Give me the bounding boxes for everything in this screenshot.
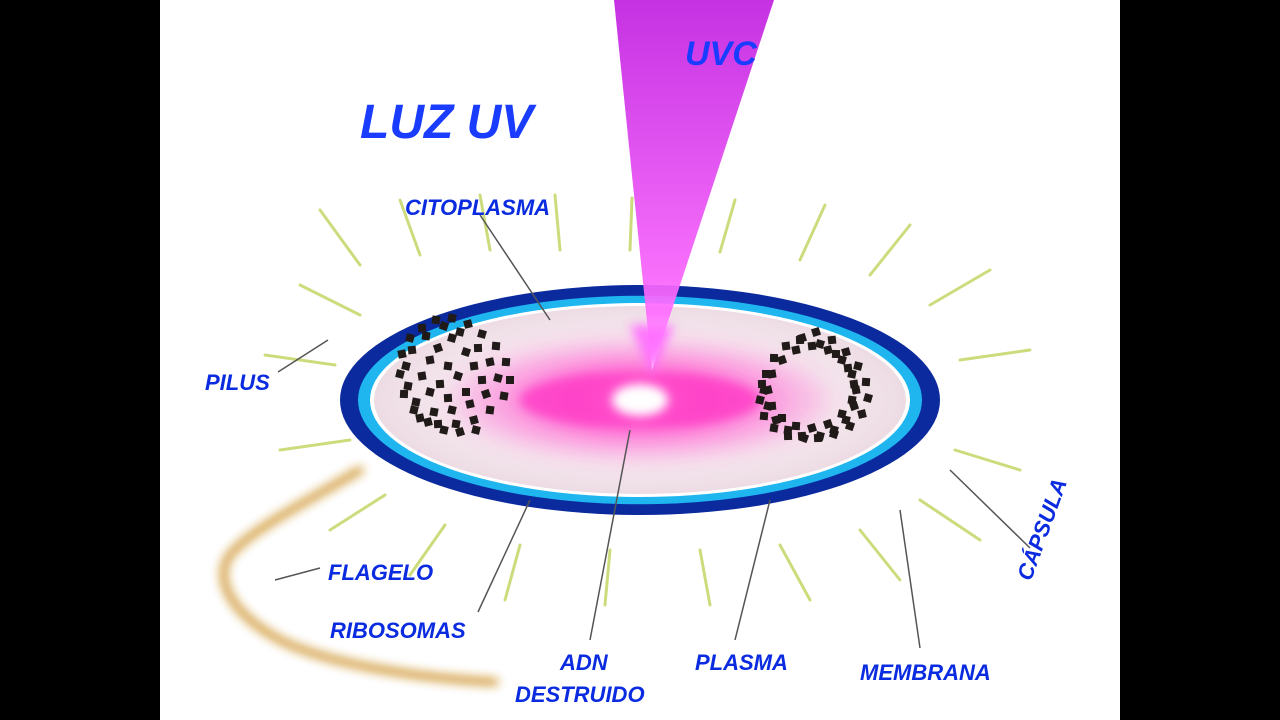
pilus-line <box>280 440 350 450</box>
ribosome <box>768 402 777 411</box>
ribosome <box>828 336 837 345</box>
ribosome <box>462 388 470 396</box>
ribosome <box>792 422 801 431</box>
ribosome <box>778 414 786 422</box>
pilus-line <box>960 350 1030 360</box>
ribosome <box>851 385 860 394</box>
pilus-line <box>630 198 632 250</box>
pilus-line <box>800 205 825 260</box>
pilus-line <box>505 545 520 600</box>
label-flagelo: FLAGELO <box>328 560 433 586</box>
ribosome <box>436 380 445 389</box>
pilus-line <box>700 550 710 605</box>
pilus-line <box>555 195 560 250</box>
ribosome <box>425 355 434 364</box>
ribosome <box>502 358 511 367</box>
ribosome <box>808 342 817 351</box>
pilus-line <box>870 225 910 275</box>
ribosome <box>451 419 460 428</box>
label-destruido: DESTRUIDO <box>515 682 645 708</box>
ribosome <box>397 349 406 358</box>
pilus-line <box>330 495 385 530</box>
ribosome <box>431 315 440 324</box>
ribosome <box>506 376 514 384</box>
diagram-svg <box>160 0 1120 720</box>
pilus-line <box>320 210 360 265</box>
diagram-stage: LUZ UV UVC CITOPLASMA PILUS FLAGELO RIBOSOMAS… <box>160 0 1120 720</box>
ribosome <box>418 324 427 333</box>
ribosome <box>417 371 426 380</box>
label-uvc: UVC <box>685 35 757 74</box>
ribosome <box>492 342 501 351</box>
ribosome <box>862 378 870 386</box>
ribosome <box>478 376 486 384</box>
ribosome <box>429 407 438 416</box>
pilus-line <box>955 450 1020 470</box>
pilus-line <box>930 270 990 305</box>
leader-line-plasma <box>735 500 770 640</box>
ribosome <box>444 362 453 371</box>
pilus-line <box>265 355 335 365</box>
ribosome <box>411 397 420 406</box>
label-pilus: PILUS <box>205 370 270 396</box>
ribosome <box>784 432 792 440</box>
pilus-line <box>780 545 810 600</box>
ribosome <box>408 346 417 355</box>
ribosome <box>791 345 800 354</box>
ribosome <box>403 381 412 390</box>
ribosome <box>485 357 494 366</box>
label-membrana: MEMBRANA <box>860 660 991 686</box>
leader-line-capsula <box>950 470 1030 548</box>
leader-line-flagelo <box>275 568 320 580</box>
label-adn: ADN <box>560 650 608 676</box>
pilus-line <box>720 200 735 252</box>
ribosome <box>400 390 408 398</box>
ribosome <box>847 369 856 378</box>
label-citoplasma: CITOPLASMA <box>405 195 550 221</box>
leader-line-membrana <box>900 510 920 648</box>
pilus-line <box>300 285 360 315</box>
ribosome <box>767 369 776 378</box>
ribosome <box>470 362 479 371</box>
ribosome <box>760 412 769 421</box>
ribosome <box>474 344 482 352</box>
ribosome <box>486 406 495 415</box>
pilus-line <box>860 530 900 580</box>
ribosome <box>782 342 791 351</box>
leader-line-pilus <box>278 340 328 372</box>
ribosome <box>447 313 456 322</box>
ribosome <box>444 394 452 402</box>
ribosome <box>758 380 766 388</box>
leader-line-ribosomas <box>478 500 530 612</box>
ribosome <box>422 332 431 341</box>
dna-core <box>612 384 668 416</box>
pilus-line <box>920 500 980 540</box>
ribosome <box>770 354 778 362</box>
label-title: LUZ UV <box>360 95 533 150</box>
label-ribosomas: RIBOSOMAS <box>330 618 466 644</box>
label-plasma: PLASMA <box>695 650 788 676</box>
ribosome <box>769 423 778 432</box>
ribosome <box>499 391 508 400</box>
